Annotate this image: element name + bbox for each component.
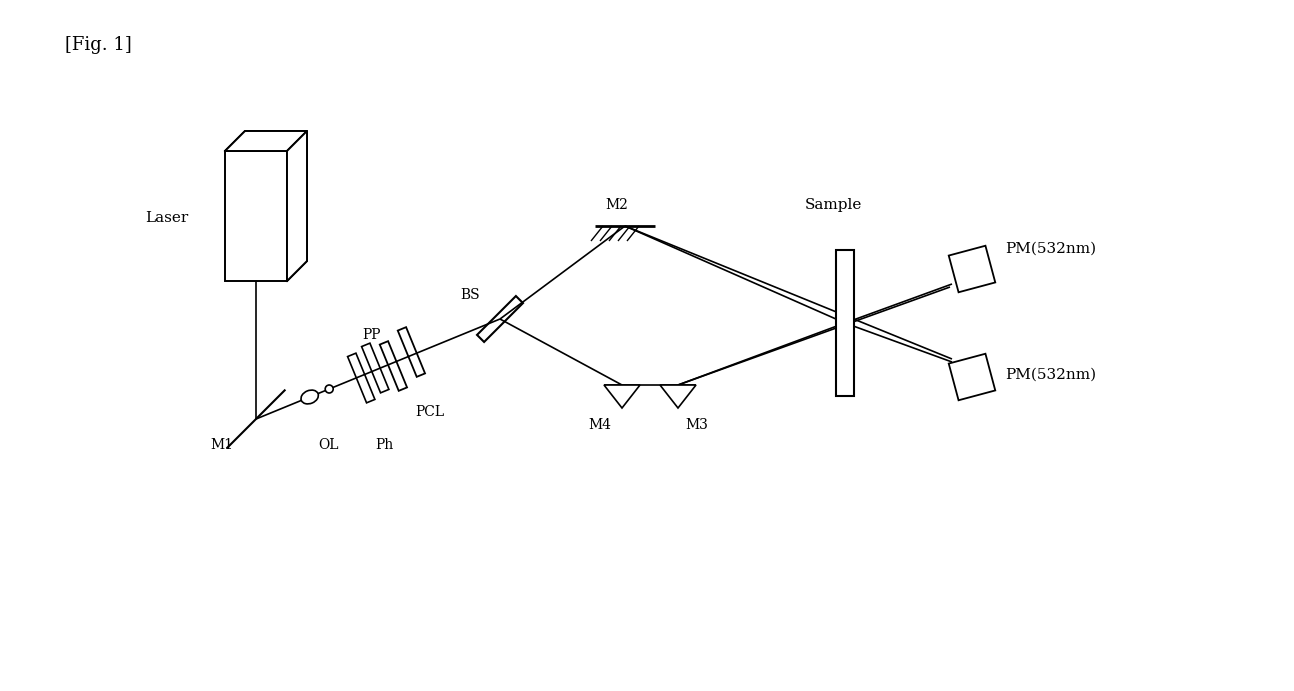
Polygon shape: [397, 327, 424, 377]
Text: M1: M1: [210, 438, 233, 452]
Text: PM(532nm): PM(532nm): [1005, 242, 1096, 256]
Circle shape: [325, 385, 333, 393]
Polygon shape: [477, 296, 523, 342]
Text: OL: OL: [318, 438, 339, 452]
Polygon shape: [348, 353, 375, 403]
Polygon shape: [949, 354, 995, 400]
Bar: [836, 251, 854, 395]
Polygon shape: [379, 341, 408, 391]
Text: PM(532nm): PM(532nm): [1005, 368, 1096, 382]
Text: Laser: Laser: [145, 211, 188, 225]
Bar: [225, 151, 287, 281]
Text: Ph: Ph: [375, 438, 393, 452]
Text: BS: BS: [459, 288, 480, 302]
Text: [Fig. 1]: [Fig. 1]: [65, 36, 132, 54]
Text: Sample: Sample: [805, 198, 862, 212]
Polygon shape: [287, 131, 307, 281]
Text: M2: M2: [606, 198, 628, 212]
Polygon shape: [361, 343, 389, 393]
Text: PP: PP: [362, 328, 380, 342]
Polygon shape: [949, 246, 995, 292]
Text: M3: M3: [685, 418, 708, 432]
Text: PCL: PCL: [415, 405, 444, 419]
Polygon shape: [660, 385, 696, 408]
Polygon shape: [225, 131, 307, 151]
Text: M4: M4: [587, 418, 611, 432]
Ellipse shape: [302, 390, 318, 404]
Polygon shape: [604, 385, 641, 408]
